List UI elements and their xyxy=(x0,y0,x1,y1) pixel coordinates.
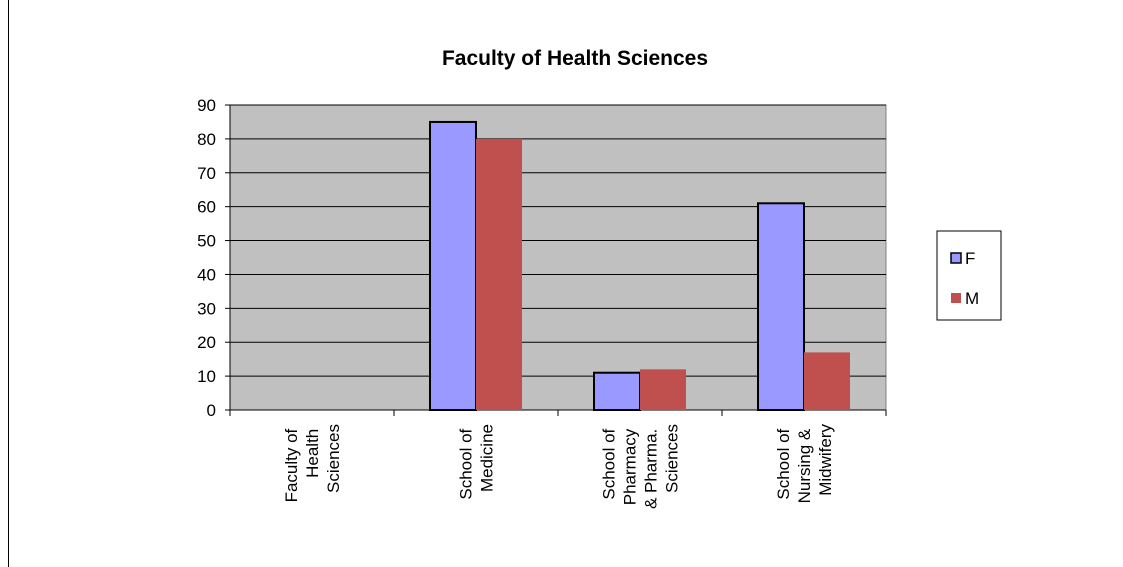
y-tick-label: 70 xyxy=(197,164,216,183)
bar xyxy=(593,371,641,412)
y-tick-label: 30 xyxy=(197,299,216,318)
x-tick-label: School of Medicine xyxy=(457,424,497,500)
y-tick-label: 0 xyxy=(207,401,216,420)
y-tick-label: 80 xyxy=(197,130,216,149)
chart-title: Faculty of Health Sciences xyxy=(442,47,708,70)
y-tick-label: 60 xyxy=(197,198,216,217)
legend xyxy=(936,230,1002,321)
y-tick-label: 20 xyxy=(197,333,216,352)
x-tick-label: Faculty of Health Sciences xyxy=(282,424,343,502)
bar xyxy=(757,202,805,411)
x-tick-label: School of Pharmacy & Pharma. Sciences xyxy=(600,424,682,509)
legend-label: F xyxy=(965,249,975,268)
bar xyxy=(429,120,477,411)
y-tick-label: 50 xyxy=(197,232,216,251)
bar xyxy=(804,352,850,410)
y-tick-label: 90 xyxy=(197,96,216,115)
bar xyxy=(476,138,522,410)
x-tick-label: School of Nursing & Midwifery xyxy=(774,424,835,504)
legend-label: M xyxy=(965,289,979,308)
y-tick-label: 10 xyxy=(197,367,216,386)
y-tick-label: 40 xyxy=(197,265,216,284)
bar xyxy=(640,369,686,410)
legend-swatch xyxy=(951,293,961,303)
legend-swatch xyxy=(950,252,962,264)
